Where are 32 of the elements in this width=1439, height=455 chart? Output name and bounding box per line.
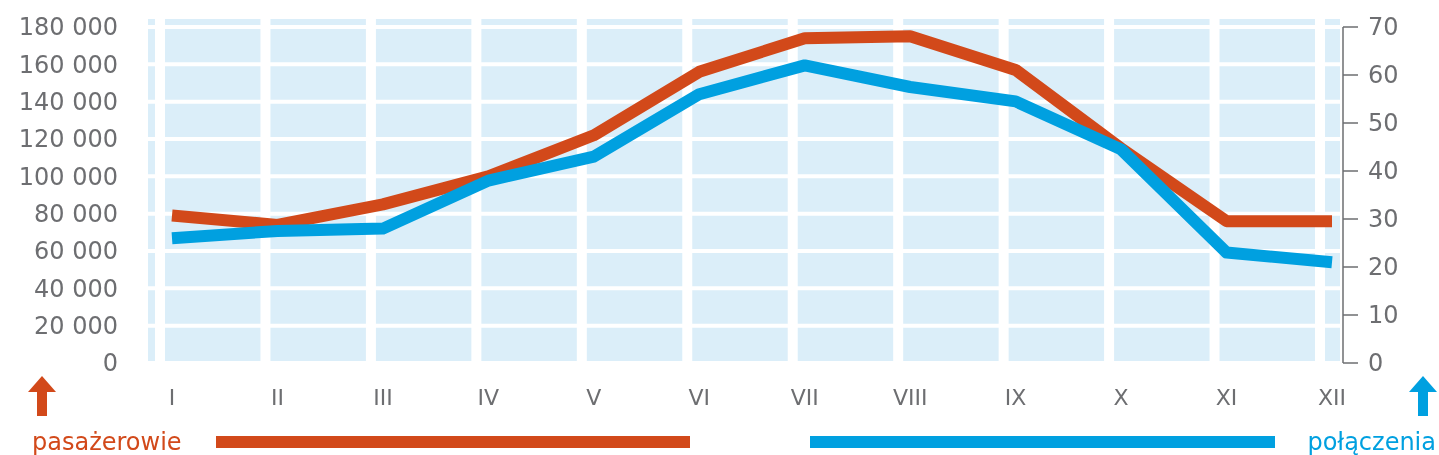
x-tick-label: XI <box>1215 384 1238 410</box>
x-tick-label: III <box>373 384 393 410</box>
y-tick-label: 120 000 <box>18 125 118 154</box>
y2-tick-label: 10 <box>1368 301 1399 330</box>
x-tick-label: V <box>586 384 602 410</box>
x-tick-label: VIII <box>892 384 928 410</box>
x-tick-label: VI <box>688 384 711 410</box>
y2-tick-label: 60 <box>1368 61 1399 90</box>
y-tick-label: 60 000 <box>34 237 118 266</box>
y2-tick-label: 0 <box>1368 349 1384 378</box>
y2-tick-label: 40 <box>1368 157 1399 186</box>
y2-tick-label: 70 <box>1368 13 1399 42</box>
y-tick-label: 100 000 <box>18 162 118 191</box>
y2-tick-label: 50 <box>1368 109 1399 138</box>
y-tick-label: 0 <box>102 349 118 378</box>
y-tick-label: 180 000 <box>18 13 118 42</box>
x-tick-label: II <box>270 384 284 410</box>
legend-label: pasażerowie <box>32 428 182 455</box>
x-tick-label: X <box>1113 384 1129 410</box>
x-tick-label: VII <box>790 384 819 410</box>
y2-tick-label: 20 <box>1368 253 1399 282</box>
x-tick-label: IX <box>1004 384 1027 410</box>
x-tick-label: I <box>168 384 176 410</box>
y-tick-label: 40 000 <box>34 274 118 303</box>
y-tick-label: 140 000 <box>18 88 118 117</box>
x-tick-label: XII <box>1317 384 1347 410</box>
y-tick-label: 160 000 <box>18 50 118 79</box>
y-tick-label: 80 000 <box>34 200 118 229</box>
legend-label: połączenia <box>1307 428 1436 455</box>
y2-tick-label: 30 <box>1368 205 1399 234</box>
x-tick-label: IV <box>477 384 500 410</box>
y-tick-label: 20 000 <box>34 312 118 341</box>
